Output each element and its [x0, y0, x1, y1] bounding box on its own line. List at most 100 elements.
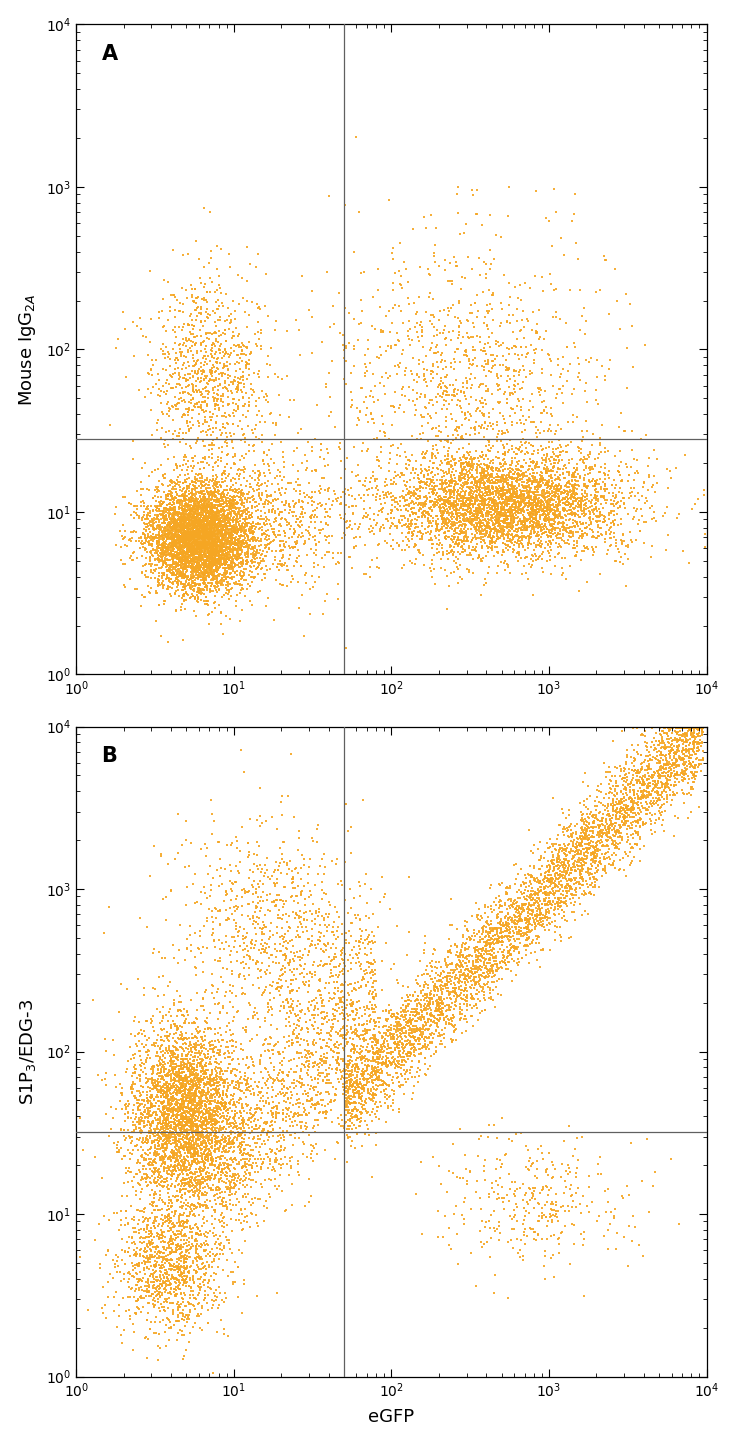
Point [157, 1225, 169, 1248]
Point [520, 893, 531, 916]
Point [464, 944, 476, 967]
Point [380, 1007, 392, 1030]
Point [527, 1152, 539, 1175]
Point [688, 763, 700, 786]
Point [527, 462, 539, 485]
Point [500, 411, 512, 434]
Point [180, 329, 191, 352]
Point [138, 518, 149, 541]
Point [162, 1078, 174, 1101]
Point [165, 1316, 177, 1339]
Point [183, 553, 195, 576]
Point [188, 489, 199, 512]
Point [461, 481, 473, 504]
Point [397, 1038, 409, 1061]
Point [180, 547, 191, 570]
Point [209, 548, 221, 571]
Point [266, 997, 277, 1020]
Point [495, 491, 506, 514]
Point [238, 521, 250, 544]
Point [242, 525, 254, 548]
Point [181, 525, 193, 548]
Point [539, 889, 551, 912]
Point [198, 1110, 210, 1133]
Point [202, 1081, 214, 1104]
Point [204, 1102, 216, 1126]
Point [170, 1309, 182, 1332]
Point [212, 558, 224, 582]
Point [392, 1001, 403, 1025]
Point [444, 374, 456, 397]
Point [187, 374, 199, 397]
Point [163, 433, 174, 456]
Point [642, 785, 654, 808]
Point [144, 553, 155, 576]
Point [192, 534, 204, 557]
Point [461, 932, 473, 955]
Point [640, 486, 652, 509]
Point [336, 948, 348, 971]
Point [412, 515, 424, 538]
Point [169, 385, 180, 408]
Point [150, 524, 162, 547]
Point [458, 466, 470, 489]
Point [406, 512, 417, 535]
Point [549, 521, 561, 544]
Point [160, 519, 172, 543]
Point [183, 313, 194, 336]
Point [188, 514, 199, 537]
Point [157, 287, 169, 310]
Point [238, 1117, 250, 1140]
Point [201, 560, 213, 583]
Point [208, 534, 219, 557]
Point [314, 475, 326, 498]
Point [186, 1023, 198, 1046]
Point [435, 991, 447, 1014]
Point [197, 545, 208, 569]
Point [508, 374, 520, 397]
Point [171, 1141, 183, 1165]
Point [531, 483, 542, 506]
Point [465, 1241, 477, 1264]
Point [222, 550, 233, 573]
Point [386, 1013, 397, 1036]
Point [289, 495, 300, 518]
Point [578, 882, 590, 905]
Point [236, 1157, 248, 1180]
Point [138, 1020, 149, 1043]
Point [483, 359, 495, 382]
Point [656, 794, 668, 817]
Point [430, 518, 442, 541]
Point [540, 460, 552, 483]
Point [238, 492, 250, 515]
Point [545, 514, 556, 537]
Point [394, 1019, 406, 1042]
Point [171, 541, 183, 564]
Point [163, 1098, 175, 1121]
Point [221, 1172, 233, 1195]
Point [149, 560, 161, 583]
Point [177, 502, 189, 525]
Point [431, 514, 443, 537]
Point [174, 1061, 185, 1084]
Point [417, 505, 428, 528]
Point [194, 509, 205, 532]
Point [580, 820, 592, 843]
Point [587, 521, 599, 544]
Point [181, 488, 193, 511]
Point [662, 768, 673, 791]
Point [174, 1144, 185, 1167]
Point [277, 916, 289, 939]
Point [141, 1131, 152, 1154]
Point [642, 732, 654, 755]
Point [246, 1115, 258, 1139]
Point [176, 358, 188, 381]
Point [258, 442, 269, 465]
Point [322, 1046, 333, 1069]
Point [603, 802, 615, 825]
Point [199, 456, 210, 479]
Point [544, 494, 556, 517]
Point [194, 1048, 206, 1071]
Point [193, 1097, 205, 1120]
Point [659, 722, 671, 745]
